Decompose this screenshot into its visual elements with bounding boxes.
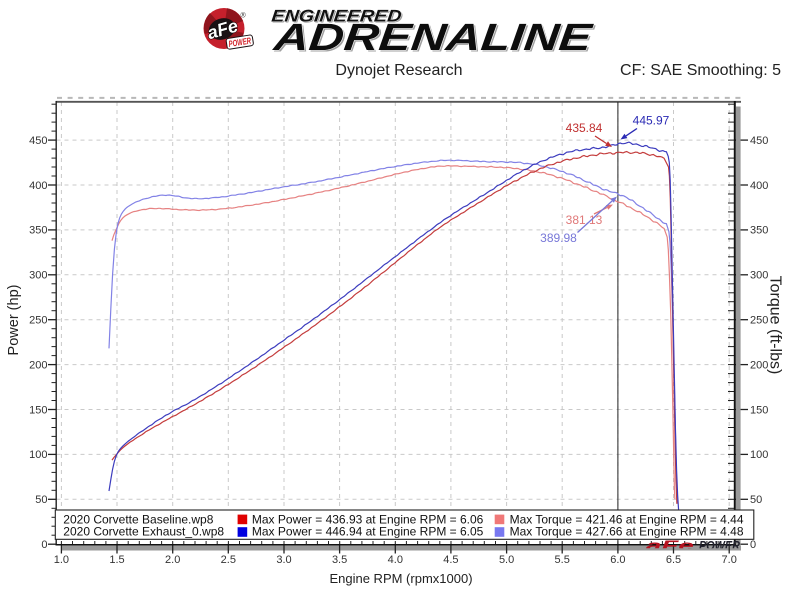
svg-text:6.0: 6.0 — [610, 554, 625, 566]
svg-text:CF: SAE Smoothing: 5: CF: SAE Smoothing: 5 — [620, 62, 781, 79]
svg-text:1.0: 1.0 — [54, 554, 69, 566]
svg-text:ENGINEERED: ENGINEERED — [272, 8, 404, 27]
svg-text:POWER: POWER — [228, 36, 252, 49]
svg-text:0: 0 — [750, 539, 756, 551]
svg-text:150: 150 — [750, 404, 768, 416]
svg-text:2.0: 2.0 — [165, 554, 180, 566]
svg-text:5.0: 5.0 — [499, 554, 514, 566]
svg-text:1.5: 1.5 — [109, 554, 124, 566]
svg-text:®: ® — [241, 12, 247, 20]
svg-text:300: 300 — [29, 270, 47, 282]
svg-text:3.0: 3.0 — [276, 554, 291, 566]
svg-text:400: 400 — [29, 180, 47, 192]
svg-text:445.97: 445.97 — [633, 114, 670, 128]
svg-text:Max Torque = 421.46 at Engine: Max Torque = 421.46 at Engine RPM = 4.44 — [510, 513, 744, 527]
svg-text:3.5: 3.5 — [332, 554, 347, 566]
svg-text:4.5: 4.5 — [443, 554, 458, 566]
svg-text:250: 250 — [29, 315, 47, 327]
svg-text:Power (hp): Power (hp) — [6, 285, 22, 356]
svg-text:4.0: 4.0 — [388, 554, 403, 566]
svg-text:6.5: 6.5 — [666, 554, 681, 566]
svg-text:250: 250 — [750, 315, 768, 327]
svg-text:100: 100 — [29, 449, 47, 461]
svg-text:Engine RPM (rpmx1000): Engine RPM (rpmx1000) — [329, 571, 472, 586]
svg-text:350: 350 — [29, 225, 47, 237]
svg-text:2020 Corvette Baseline.wp8: 2020 Corvette Baseline.wp8 — [63, 513, 213, 527]
svg-text:300: 300 — [750, 270, 768, 282]
svg-text:POWER: POWER — [699, 538, 740, 553]
svg-text:381.13: 381.13 — [566, 213, 603, 227]
svg-text:2.5: 2.5 — [221, 554, 236, 566]
svg-text:0: 0 — [41, 539, 47, 551]
svg-text:ADRENALINE: ADRENALINE — [271, 17, 596, 59]
svg-text:Max Torque = 427.66 at Engine: Max Torque = 427.66 at Engine RPM = 4.48 — [510, 525, 744, 539]
svg-text:50: 50 — [35, 494, 47, 506]
svg-text:2020 Corvette Exhaust_0.wp8: 2020 Corvette Exhaust_0.wp8 — [63, 525, 224, 539]
svg-text:100: 100 — [750, 449, 768, 461]
svg-text:7.0: 7.0 — [722, 554, 737, 566]
svg-text:aFe: aFe — [646, 537, 694, 554]
svg-text:389.98: 389.98 — [540, 231, 577, 245]
svg-text:200: 200 — [750, 359, 768, 371]
svg-text:Torque (ft-lbs): Torque (ft-lbs) — [767, 276, 784, 375]
svg-text:50: 50 — [750, 494, 762, 506]
svg-text:450: 450 — [29, 135, 47, 147]
svg-text:ENGINEERED: ENGINEERED — [271, 7, 403, 26]
svg-text:150: 150 — [29, 404, 47, 416]
svg-text:ADRENALINE: ADRENALINE — [272, 18, 597, 60]
svg-text:Max Power = 446.94 at Engine R: Max Power = 446.94 at Engine RPM = 6.05 — [252, 525, 484, 539]
svg-text:200: 200 — [29, 359, 47, 371]
svg-text:350: 350 — [750, 225, 768, 237]
svg-text:Dynojet Research: Dynojet Research — [335, 62, 462, 79]
svg-text:450: 450 — [750, 135, 768, 147]
svg-text:Max Power = 436.93 at Engine R: Max Power = 436.93 at Engine RPM = 6.06 — [252, 513, 484, 527]
svg-text:435.84: 435.84 — [566, 121, 603, 135]
svg-text:400: 400 — [750, 180, 768, 192]
svg-text:5.5: 5.5 — [555, 554, 570, 566]
